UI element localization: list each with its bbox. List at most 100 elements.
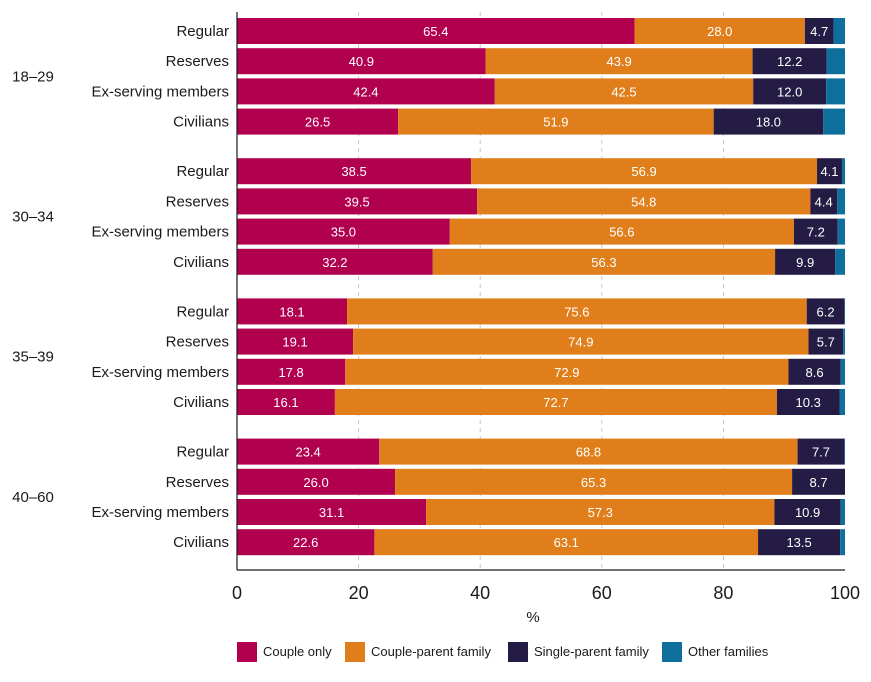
data-label-g3-r1-s1: 65.3	[581, 475, 606, 490]
bar-g1-r2-s3	[837, 218, 845, 245]
data-label-g3-r0-s2: 7.7	[812, 445, 830, 460]
group-label-2: 35–39	[12, 349, 54, 366]
bar-g1-r3-s2	[775, 248, 836, 275]
data-label-g2-r3-s1: 72.7	[543, 395, 568, 410]
bar-g1-r2-s2	[793, 218, 838, 245]
data-label-g2-r3-s0: 16.1	[273, 395, 298, 410]
data-label-g0-r1-s2: 12.2	[777, 54, 802, 69]
bar-g2-r1-s2	[808, 328, 844, 355]
bar-g1-r0-s3	[841, 158, 845, 185]
bar-g3-r0-s2	[797, 438, 845, 465]
legend: Couple only Couple-parent family Single-pa…	[237, 642, 769, 662]
bar-g2-r2-s1	[345, 358, 789, 385]
bar-g1-r3-s1	[432, 248, 776, 275]
x-axis-title: %	[526, 609, 539, 626]
bar-g2-r2-s0	[237, 358, 346, 385]
bar-g3-r3-s0	[237, 529, 375, 556]
bar-g2-r3-s2	[776, 389, 840, 415]
bar-g1-r1-s2	[810, 188, 838, 215]
category-label-g3-r1: Reserves	[166, 474, 229, 491]
data-label-g3-r0-s0: 23.4	[295, 445, 320, 460]
data-label-g0-r1-s1: 43.9	[606, 54, 631, 69]
bar-g2-r3-s3	[839, 389, 845, 415]
bar-g1-r2-s1	[449, 218, 794, 245]
data-label-g1-r0-s2: 4.1	[820, 164, 838, 179]
bar-g2-r1-s1	[353, 328, 809, 355]
bar-g0-r2-s3	[826, 78, 845, 105]
x-tick-labels: 0 20 40 60 80 100	[232, 583, 860, 603]
category-label-g1-r1: Reserves	[166, 193, 229, 210]
category-label-g3-r3: Civilians	[173, 534, 229, 551]
data-label-g1-r2-s2: 7.2	[807, 225, 825, 240]
bar-g0-r2-s1	[494, 78, 754, 105]
bar-g0-r3-s0	[237, 108, 399, 135]
data-label-g2-r2-s2: 8.6	[806, 365, 824, 380]
legend-label-0: Couple only	[263, 644, 332, 659]
bar-g2-r0-s1	[347, 298, 807, 325]
x-tick-label-0: 0	[232, 583, 242, 603]
category-label-g0-r2: Ex-serving members	[91, 83, 229, 100]
bar-g1-r3-s3	[835, 248, 845, 275]
category-label-g3-r0: Regular	[176, 444, 229, 461]
bar-g3-r1-s0	[237, 468, 396, 495]
bar-g0-r0-s2	[804, 18, 834, 44]
bar-g3-r1-s2	[792, 468, 845, 495]
bar-g0-r3-s2	[713, 108, 824, 135]
category-label-g0-r3: Civilians	[173, 114, 229, 131]
data-label-g0-r3-s1: 51.9	[543, 115, 568, 130]
bar-g0-r2-s2	[753, 78, 827, 105]
data-label-g0-r3-s2: 18.0	[756, 115, 781, 130]
data-label-g0-r3-s0: 26.5	[305, 115, 330, 130]
axes	[236, 12, 845, 571]
data-label-g0-r2-s2: 12.0	[777, 84, 802, 99]
data-label-g3-r2-s1: 57.3	[588, 505, 613, 520]
bar-g0-r1-s1	[485, 48, 753, 75]
data-label-g1-r3-s1: 56.3	[591, 255, 616, 270]
bar-g3-r2-s1	[426, 499, 775, 525]
x-tick-label-5: 100	[830, 583, 860, 603]
data-label-g0-r0-s1: 28.0	[707, 24, 732, 39]
data-label-g0-r0-s0: 65.4	[423, 24, 448, 39]
bar-g3-r0-s1	[379, 438, 798, 465]
bar-g1-r0-s1	[471, 158, 818, 185]
data-label-g0-r2-s0: 42.4	[353, 84, 378, 99]
bar-g0-r0-s3	[833, 18, 845, 44]
data-label-g0-r0-s2: 4.7	[810, 24, 828, 39]
category-label-g1-r2: Ex-serving members	[91, 224, 229, 241]
bar-g2-r0-s2	[806, 298, 845, 325]
data-label-g2-r2-s0: 17.8	[278, 365, 303, 380]
bar-g2-r3-s0	[237, 389, 335, 415]
bar-g3-r3-s3	[840, 529, 845, 556]
data-label-g3-r3-s1: 63.1	[554, 535, 579, 550]
category-label-g2-r2: Ex-serving members	[91, 364, 229, 381]
data-label-g2-r0-s1: 75.6	[564, 304, 589, 319]
bar-g2-r0-s3	[844, 298, 845, 325]
legend-swatch-0	[237, 642, 257, 662]
data-label-g1-r1-s1: 54.8	[631, 194, 656, 209]
category-labels: Regular Reserves Ex-serving members Civilia…	[12, 23, 229, 551]
legend-label-1: Couple-parent family	[371, 644, 491, 659]
data-label-g1-r3-s0: 32.2	[322, 255, 347, 270]
bar-g0-r2-s0	[237, 78, 495, 105]
bar-g3-r1-s1	[395, 468, 793, 495]
category-label-g1-r0: Regular	[176, 163, 229, 180]
bar-g0-r1-s3	[826, 48, 845, 75]
legend-label-2: Single-parent family	[534, 644, 649, 659]
bar-g0-r3-s3	[823, 108, 845, 135]
bar-g0-r1-s0	[237, 48, 486, 75]
legend-swatch-3	[662, 642, 682, 662]
bar-g3-r2-s3	[840, 499, 845, 525]
data-label-g1-r0-s0: 38.5	[341, 164, 366, 179]
bar-g0-r1-s2	[752, 48, 827, 75]
category-label-g2-r0: Regular	[176, 303, 229, 320]
category-label-g3-r2: Ex-serving members	[91, 504, 229, 521]
x-tick-label-3: 60	[592, 583, 612, 603]
data-label-g2-r1-s2: 5.7	[817, 335, 835, 350]
data-label-g2-r2-s1: 72.9	[554, 365, 579, 380]
data-label-g3-r0-s1: 68.8	[576, 445, 601, 460]
legend-swatch-1	[345, 642, 365, 662]
bar-g1-r1-s1	[477, 188, 811, 215]
data-label-g2-r1-s0: 19.1	[282, 335, 307, 350]
data-label-g2-r1-s1: 74.9	[568, 335, 593, 350]
